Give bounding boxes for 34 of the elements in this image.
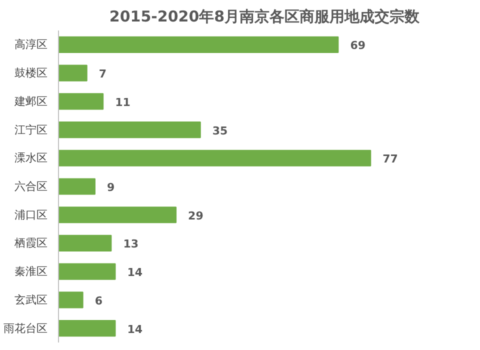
data-label: 77 bbox=[382, 152, 398, 166]
y-tick-label: 溧水区 bbox=[14, 152, 48, 165]
data-label: 7 bbox=[98, 68, 107, 81]
data-label: 11 bbox=[115, 96, 130, 109]
bar bbox=[58, 234, 112, 252]
bar bbox=[58, 206, 177, 224]
bar bbox=[58, 93, 104, 110]
y-tick-label: 雨花台区 bbox=[4, 322, 48, 335]
y-tick-label: 六合区 bbox=[14, 180, 48, 193]
y-tick-label: 江宁区 bbox=[14, 123, 48, 136]
data-label: 13 bbox=[123, 238, 139, 251]
bar bbox=[58, 121, 201, 138]
bar bbox=[58, 36, 339, 53]
data-label: 14 bbox=[127, 322, 143, 336]
bar bbox=[58, 178, 96, 195]
data-label: 69 bbox=[350, 39, 366, 52]
bar bbox=[58, 320, 116, 337]
chart-title: 2015-2020年8月南京各区商服用地成交宗数 bbox=[109, 8, 421, 26]
y-tick-label: 秦淮区 bbox=[14, 265, 48, 278]
y-tick-label: 浦口区 bbox=[14, 208, 48, 222]
bar bbox=[58, 263, 116, 280]
y-tick-label: 建邺区 bbox=[14, 94, 48, 108]
data-label: 9 bbox=[106, 181, 115, 194]
y-tick-label: 玄武区 bbox=[14, 293, 48, 306]
bar bbox=[58, 64, 88, 82]
data-label: 6 bbox=[94, 294, 103, 308]
bar bbox=[58, 150, 372, 166]
data-label: 14 bbox=[127, 266, 143, 280]
y-tick-label: 高淳区 bbox=[14, 38, 48, 52]
data-label: 29 bbox=[188, 209, 204, 222]
y-tick-label: 栖霞区 bbox=[14, 236, 48, 250]
bar bbox=[58, 292, 84, 308]
data-label: 35 bbox=[212, 124, 228, 138]
y-tick-label: 鼓楼区 bbox=[14, 66, 48, 80]
